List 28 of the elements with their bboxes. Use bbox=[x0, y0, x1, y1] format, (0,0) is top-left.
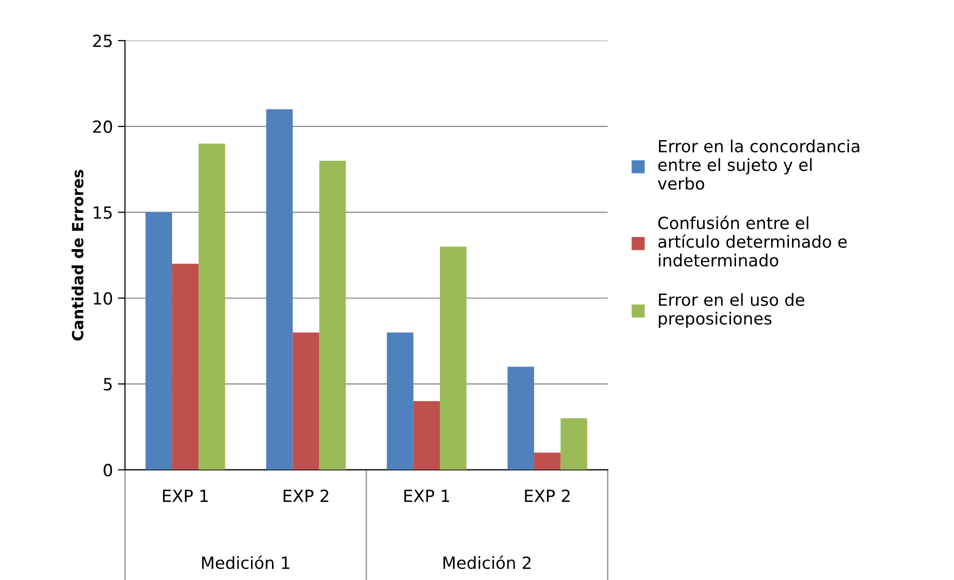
bar bbox=[560, 418, 588, 470]
y-tick-label: 15 bbox=[94, 206, 112, 219]
bar bbox=[292, 332, 320, 470]
text: Medición 1 bbox=[202, 555, 290, 570]
legend-label: Confusión entre el artículo determinado e indeterminado bbox=[658, 216, 847, 267]
bar bbox=[534, 452, 561, 470]
legend-label: Error en la concordancia entre el sujeto y el verbo bbox=[658, 140, 860, 190]
bar bbox=[508, 366, 534, 470]
x-tick-label: EXP 1 bbox=[404, 490, 450, 502]
bar bbox=[440, 246, 466, 470]
bar bbox=[413, 401, 440, 470]
y-tick-label: 0 bbox=[104, 464, 112, 476]
bar bbox=[319, 160, 346, 470]
bar bbox=[266, 109, 293, 470]
bar bbox=[198, 144, 226, 470]
x-tick-label: EXP 2 bbox=[525, 490, 570, 502]
y-tick-label: 25 bbox=[93, 34, 112, 48]
legend-label: Error en el uso de preposiciones bbox=[658, 293, 804, 328]
x-tick-label: EXP 2 bbox=[284, 490, 328, 502]
y-tick-label: 10 bbox=[94, 292, 112, 305]
bar bbox=[172, 264, 199, 470]
x-tick-label: EXP 1 bbox=[163, 490, 208, 502]
text: Medición 2 bbox=[444, 555, 530, 570]
bar bbox=[145, 212, 172, 470]
y-tick-label: 20 bbox=[93, 120, 112, 134]
bar bbox=[386, 332, 414, 470]
y-axis-title: Cantidad de Errores bbox=[72, 170, 84, 340]
y-tick-label: 5 bbox=[104, 378, 112, 391]
